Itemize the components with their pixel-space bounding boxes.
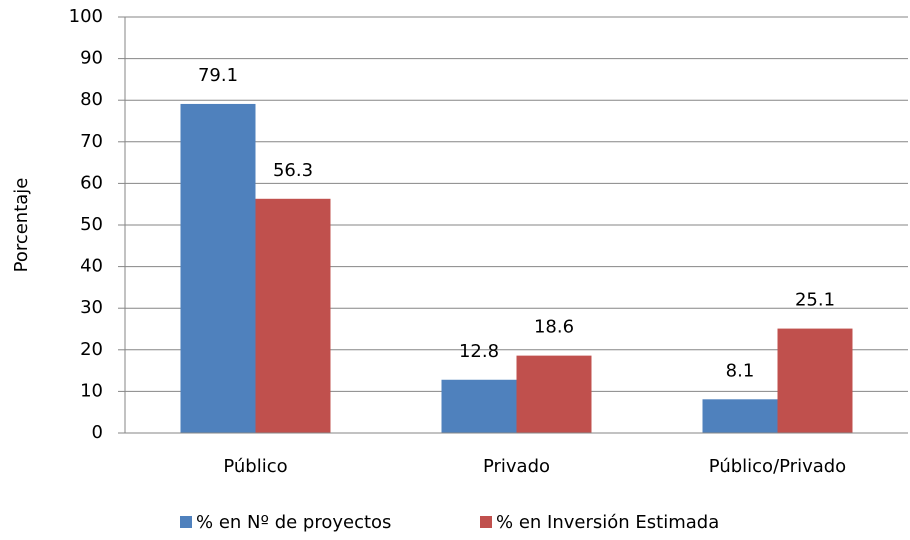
legend-label: % en Inversión Estimada — [496, 512, 719, 533]
data-label: 25.1 — [795, 290, 835, 311]
data-label: 8.1 — [726, 360, 755, 381]
data-label: 18.6 — [534, 317, 574, 338]
y-tick-label: 100 — [69, 6, 103, 27]
bar — [441, 379, 517, 433]
y-tick-label: 60 — [80, 172, 103, 193]
y-axis-label: Porcentaje — [11, 178, 32, 273]
data-label: 12.8 — [459, 341, 499, 362]
y-tick-label: 10 — [80, 380, 103, 401]
x-tick-label: Privado — [483, 456, 550, 477]
data-label: 79.1 — [198, 65, 238, 86]
y-tick-label: 50 — [80, 214, 103, 235]
y-tick-label: 30 — [80, 297, 103, 318]
x-tick-label: Público — [223, 456, 287, 477]
legend-swatch — [480, 516, 492, 528]
y-tick-label: 0 — [92, 422, 103, 443]
bar — [516, 355, 592, 433]
bar — [180, 103, 256, 433]
y-tick-label: 80 — [80, 89, 103, 110]
legend-label: % en Nº de proyectos — [196, 512, 391, 533]
legend-swatch — [180, 516, 192, 528]
data-label: 56.3 — [273, 160, 313, 181]
y-tick-label: 20 — [80, 339, 103, 360]
y-tick-label: 70 — [80, 131, 103, 152]
bar — [702, 399, 778, 433]
bar — [777, 328, 853, 433]
y-tick-label: 90 — [80, 48, 103, 69]
bar — [255, 198, 331, 433]
y-tick-label: 40 — [80, 256, 103, 277]
x-tick-label: Público/Privado — [709, 456, 846, 477]
